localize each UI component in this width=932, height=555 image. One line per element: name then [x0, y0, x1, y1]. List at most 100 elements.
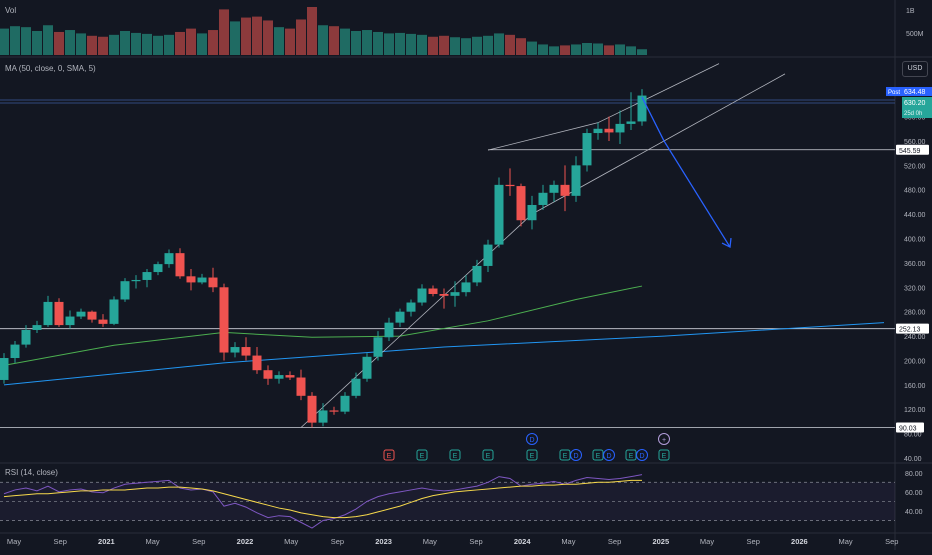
volume-bar: [516, 38, 526, 55]
post-price-tag: Post 634.48: [886, 87, 932, 96]
candle: [43, 295, 53, 327]
earnings-marker: E: [625, 449, 637, 461]
volume-bar: [252, 16, 262, 56]
candle-body: [538, 192, 548, 205]
candle: [604, 116, 614, 141]
candle: [175, 248, 185, 279]
candle: [439, 288, 449, 309]
svg-text:+: +: [662, 437, 666, 444]
volume-bar: [0, 28, 9, 55]
volume-bar: [549, 46, 559, 55]
candle-body: [604, 128, 614, 133]
price-tick-label: 600.00: [904, 115, 926, 122]
time-axis-label: Sep: [885, 537, 898, 546]
candle: [362, 353, 372, 382]
candle: [373, 331, 383, 361]
svg-text:D: D: [606, 453, 611, 460]
volume-pane-label: Vol: [5, 6, 17, 15]
volume-bar: [318, 25, 328, 55]
candle-body: [98, 319, 108, 324]
time-axis-label: Sep: [608, 537, 621, 546]
time-axis-label: 2025: [652, 537, 669, 546]
candle: [406, 299, 416, 317]
volume-bar: [175, 31, 185, 55]
candle: [527, 195, 537, 230]
candle: [252, 347, 262, 374]
volume-bar: [197, 33, 207, 55]
rsi-indicator-label[interactable]: RSI (14, close): [5, 468, 58, 477]
ma-indicator-label[interactable]: MA (50, close, 0, SMA, 5): [5, 64, 96, 73]
candle: [241, 337, 251, 361]
candle: [329, 406, 339, 415]
time-axis-label: 2022: [237, 537, 254, 546]
price-tick-label: 400.00: [904, 237, 926, 244]
candle: [582, 128, 592, 172]
candle: [615, 110, 625, 145]
candle-body: [428, 288, 438, 294]
volume-tick-label: 1B: [906, 8, 915, 15]
volume-bar: [120, 31, 130, 55]
candle: [351, 372, 361, 399]
candle-body: [351, 378, 361, 396]
volume-bar: [351, 31, 361, 55]
candle-body: [252, 355, 262, 371]
candle-body: [439, 293, 449, 296]
earnings-marker: E: [559, 449, 571, 461]
time-axis-label: Sep: [747, 537, 760, 546]
candle-body: [362, 356, 372, 379]
candle-body: [120, 281, 130, 300]
dividend-marker: D: [570, 449, 582, 461]
volume-bar: [21, 27, 31, 55]
candle: [109, 296, 119, 326]
candle: [87, 310, 97, 323]
candle: [142, 269, 152, 288]
long-moving-average-line: [3, 322, 885, 386]
candle: [307, 392, 317, 428]
volume-bar: [472, 36, 482, 55]
level-tag-90: 90.03: [896, 422, 924, 433]
time-axis-label: May: [284, 537, 298, 546]
candle: [395, 308, 405, 327]
candle: [131, 275, 141, 289]
candle-body: [483, 244, 493, 266]
volume-bar: [208, 30, 218, 55]
candle-body: [10, 344, 20, 359]
volume-bar: [32, 31, 42, 55]
candle: [384, 317, 394, 341]
time-axis-label: May: [7, 537, 21, 546]
candle-body: [395, 311, 405, 323]
price-tick-label: 120.00: [904, 407, 926, 414]
candle: [219, 283, 229, 361]
volume-bar: [593, 43, 603, 55]
candle-body: [164, 253, 174, 265]
volume-bar: [296, 19, 306, 55]
volume-bar: [329, 26, 339, 55]
candle-body: [318, 410, 328, 423]
candle: [538, 184, 548, 210]
volume-tick-label: 500M: [906, 31, 924, 38]
time-axis-label: Sep: [54, 537, 67, 546]
candle-body: [21, 329, 31, 345]
earnings-marker: E: [592, 449, 604, 461]
candle-body: [593, 128, 603, 134]
candle: [76, 308, 86, 319]
svg-text:Post: Post: [888, 90, 900, 96]
candle: [461, 275, 471, 297]
candle: [450, 281, 460, 307]
volume-bar: [219, 9, 229, 55]
candle-body: [549, 184, 559, 193]
candle: [197, 273, 207, 285]
volume-bar: [494, 33, 504, 55]
volume-bar: [527, 41, 537, 55]
svg-text:630.20: 630.20: [904, 100, 926, 107]
candle-body: [472, 265, 482, 283]
time-axis-label: May: [423, 537, 437, 546]
volume-bar: [142, 33, 152, 55]
volume-bar: [10, 26, 20, 55]
currency-button[interactable]: USD: [902, 61, 928, 77]
volume-bar: [241, 17, 251, 56]
channel-lower-line: [300, 73, 786, 428]
earnings-marker: E: [526, 449, 538, 461]
